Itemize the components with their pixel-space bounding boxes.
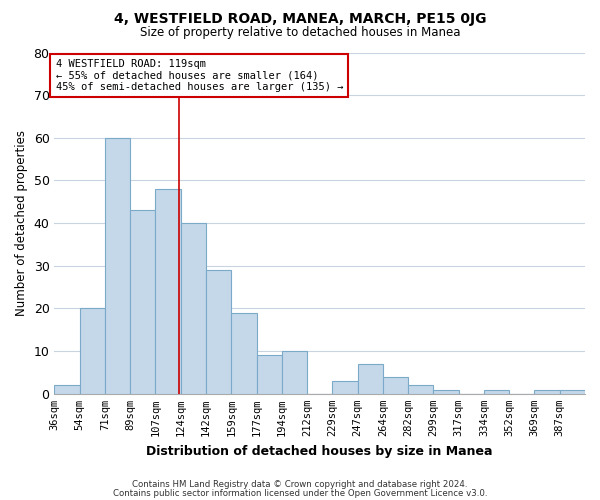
Bar — [332, 381, 358, 394]
Bar — [484, 390, 509, 394]
Text: Contains public sector information licensed under the Open Government Licence v3: Contains public sector information licen… — [113, 488, 487, 498]
Bar — [130, 210, 155, 394]
Text: 4, WESTFIELD ROAD, MANEA, MARCH, PE15 0JG: 4, WESTFIELD ROAD, MANEA, MARCH, PE15 0J… — [114, 12, 486, 26]
Bar — [55, 386, 80, 394]
Bar — [80, 308, 105, 394]
Bar — [560, 390, 585, 394]
Text: Contains HM Land Registry data © Crown copyright and database right 2024.: Contains HM Land Registry data © Crown c… — [132, 480, 468, 489]
Bar — [257, 356, 282, 394]
Bar — [433, 390, 458, 394]
Text: Size of property relative to detached houses in Manea: Size of property relative to detached ho… — [140, 26, 460, 39]
Bar — [105, 138, 130, 394]
Bar — [206, 270, 231, 394]
Bar — [408, 386, 433, 394]
Bar — [282, 351, 307, 394]
Bar — [383, 376, 408, 394]
Bar — [231, 312, 257, 394]
Y-axis label: Number of detached properties: Number of detached properties — [15, 130, 28, 316]
Bar — [535, 390, 560, 394]
Bar — [155, 189, 181, 394]
Bar — [181, 223, 206, 394]
Text: 4 WESTFIELD ROAD: 119sqm
← 55% of detached houses are smaller (164)
45% of semi-: 4 WESTFIELD ROAD: 119sqm ← 55% of detach… — [56, 59, 343, 92]
X-axis label: Distribution of detached houses by size in Manea: Distribution of detached houses by size … — [146, 444, 493, 458]
Bar — [358, 364, 383, 394]
